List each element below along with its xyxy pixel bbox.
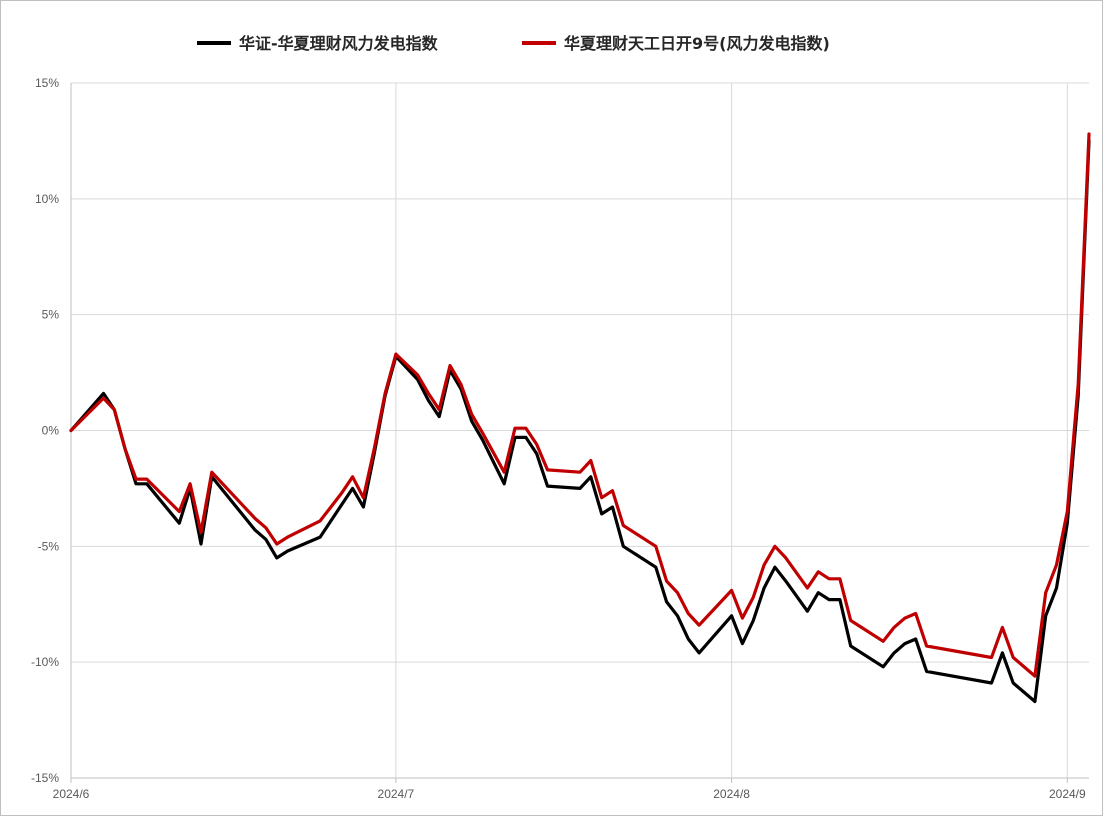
grid	[70, 82, 1089, 779]
x-tick-label: 2024/8	[713, 787, 750, 801]
x-tick-label: 2024/7	[378, 787, 415, 801]
axes	[70, 83, 1089, 783]
legend-label-2: 华夏理财天工日开9号(风力发电指数)	[564, 34, 830, 53]
y-tick-label: -15%	[31, 771, 59, 785]
y-tick-label: 10%	[35, 192, 59, 206]
series-line-2	[69, 132, 1091, 678]
x-tick-label: 2024/9	[1049, 787, 1086, 801]
y-tick-label: -10%	[31, 655, 59, 669]
legend-label-1: 华证-华夏理财风力发电指数	[239, 34, 439, 53]
x-tick-label: 2024/6	[53, 787, 90, 801]
series-lines	[69, 132, 1091, 704]
legend: 华证-华夏理财风力发电指数 华夏理财天工日开9号(风力发电指数)	[197, 34, 830, 53]
series-line-1	[69, 139, 1091, 704]
y-tick-label: 0%	[42, 424, 60, 438]
y-tick-labels: -15% -10% -5% 0% 5% 10% 15%	[31, 76, 59, 785]
y-tick-label: -5%	[38, 539, 60, 553]
x-tick-labels: 2024/6 2024/7 2024/8 2024/9	[53, 787, 1086, 801]
y-tick-label: 15%	[35, 76, 59, 90]
y-tick-label: 5%	[42, 308, 60, 322]
